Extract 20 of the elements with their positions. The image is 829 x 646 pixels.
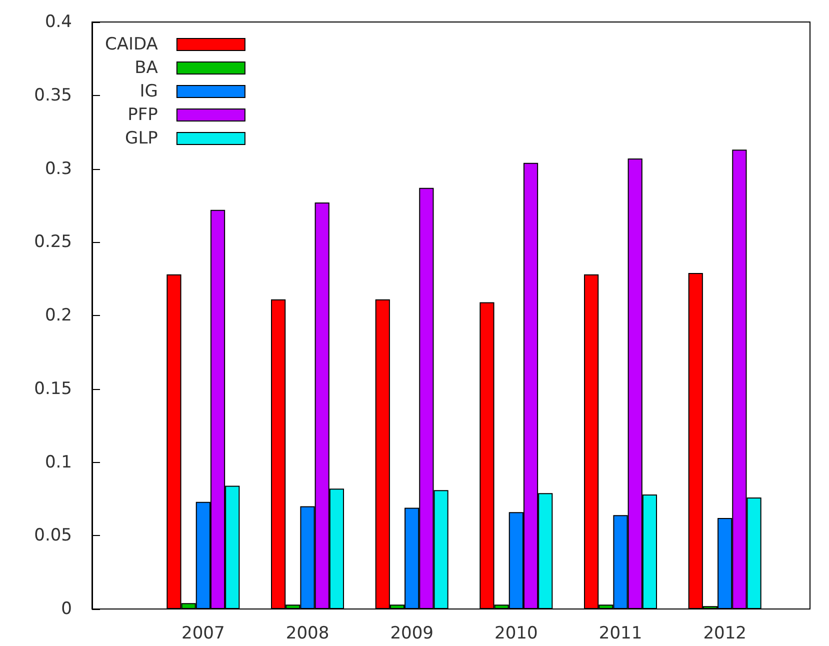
x-tick-label: 2007 — [182, 624, 225, 644]
legend-label: PFP — [128, 105, 158, 125]
x-tick-label: 2012 — [703, 624, 746, 644]
x-tick-label: 2009 — [390, 624, 434, 644]
legend-label: GLP — [125, 128, 158, 148]
legend-label: IG — [140, 82, 158, 102]
legend-label: BA — [134, 58, 158, 78]
y-tick-label: 0.3 — [44, 158, 72, 179]
legend-label: CAIDA — [104, 34, 158, 54]
x-tick-label: 2011 — [598, 624, 642, 644]
y-tick-label: 0.25 — [34, 232, 72, 252]
x-tick-label: 2010 — [494, 624, 538, 644]
y-tick-label: 0.15 — [34, 378, 72, 399]
y-tick-label: 0.35 — [34, 85, 72, 106]
y-tick-label: 0.05 — [34, 526, 72, 546]
x-tick-label: 2008 — [286, 624, 330, 644]
y-tick-label: 0.2 — [44, 306, 72, 326]
y-tick-label: 0.4 — [44, 12, 72, 32]
y-tick-label: 0 — [61, 599, 72, 619]
y-tick-label: 0.1 — [44, 452, 72, 472]
